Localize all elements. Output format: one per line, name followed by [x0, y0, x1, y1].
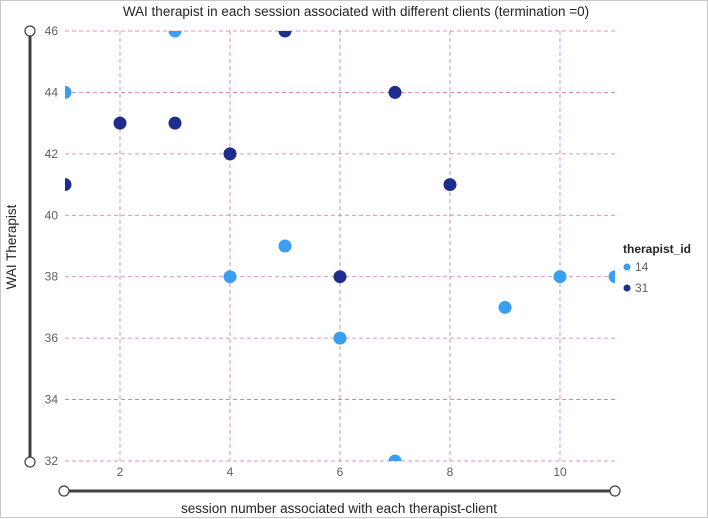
point-series-14[interactable]	[278, 239, 292, 253]
legend-title: therapist_id	[623, 242, 691, 256]
point-series-14[interactable]	[168, 25, 182, 38]
point-series-31[interactable]	[113, 116, 127, 130]
chart-title: WAI therapist in each session associated…	[123, 4, 589, 19]
point-series-14[interactable]	[498, 300, 512, 314]
y-tick-label: 38	[45, 270, 59, 284]
y-axis-label: WAI Therapist	[4, 204, 19, 289]
point-series-31[interactable]	[388, 85, 402, 99]
point-series-14[interactable]	[608, 270, 622, 284]
legend-marker-14	[623, 263, 631, 271]
x-zoom-handle-left[interactable]	[58, 485, 70, 497]
legend-item-31[interactable]: 31	[635, 281, 649, 295]
point-series-31[interactable]	[333, 270, 347, 284]
y-tick-label: 46	[45, 24, 59, 38]
y-tick-label: 44	[45, 85, 59, 99]
x-tick-label: 6	[337, 465, 344, 479]
y-zoom-handle-top[interactable]	[24, 25, 36, 37]
data-points	[59, 25, 622, 468]
x-tick-label: 4	[227, 465, 234, 479]
x-tick-label: 8	[447, 465, 454, 479]
point-series-14[interactable]	[553, 270, 567, 284]
y-zoom-handle-bottom[interactable]	[24, 456, 36, 468]
point-series-14[interactable]	[333, 331, 347, 345]
legend-item-14[interactable]: 14	[635, 260, 649, 274]
axis-zoom-sliders[interactable]	[24, 25, 621, 497]
point-series-31[interactable]	[168, 116, 182, 130]
x-axis-label: session number associated with each ther…	[181, 501, 497, 516]
y-tick-label: 42	[45, 147, 59, 161]
gridlines	[65, 30, 615, 462]
point-series-14[interactable]	[388, 454, 402, 468]
point-series-14[interactable]	[223, 270, 237, 284]
legend-marker-31	[623, 284, 631, 292]
point-series-31[interactable]	[443, 178, 457, 192]
y-tick-label: 36	[45, 331, 59, 345]
y-tick-label: 34	[45, 393, 59, 407]
x-zoom-handle-right[interactable]	[609, 485, 621, 497]
point-series-31[interactable]	[278, 25, 292, 38]
point-series-31[interactable]	[223, 147, 237, 161]
point-series-31[interactable]	[59, 178, 72, 192]
y-tick-label: 40	[45, 208, 59, 222]
x-tick-label: 10	[553, 465, 567, 479]
legend[interactable]: therapist_id 14 31	[623, 242, 691, 295]
y-tick-label: 32	[45, 454, 59, 468]
x-tick-label: 2	[117, 465, 124, 479]
point-series-14[interactable]	[59, 85, 72, 99]
